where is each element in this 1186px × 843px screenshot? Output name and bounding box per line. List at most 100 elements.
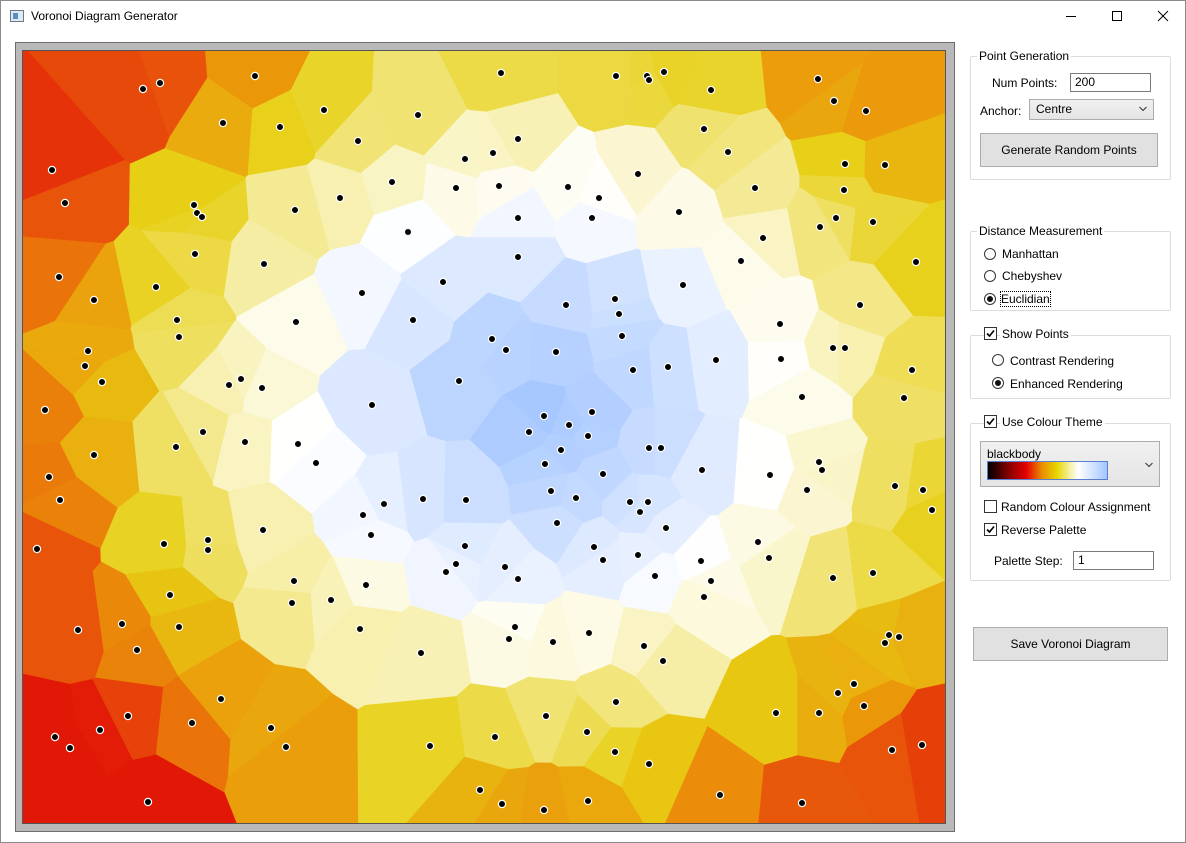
seed-point [797, 798, 807, 808]
seed-point [44, 472, 54, 482]
palette-step-label: Palette Step: [994, 554, 1063, 568]
seed-point [855, 300, 865, 310]
euclidian-radio[interactable] [984, 293, 996, 305]
save-voronoi-button[interactable]: Save Voronoi Diagram [973, 627, 1168, 661]
seed-point [814, 708, 824, 718]
seed-point [258, 525, 268, 535]
seed-point [887, 745, 897, 755]
anchor-select[interactable]: Centre [1029, 99, 1154, 120]
seed-point [367, 400, 377, 410]
seed-point [644, 759, 654, 769]
close-button[interactable] [1140, 1, 1186, 31]
title-bar[interactable]: Voronoi Diagram Generator [1, 1, 1185, 31]
palette-step-input[interactable]: 1 [1073, 551, 1154, 570]
seed-point [132, 645, 142, 655]
seed-point [617, 331, 627, 341]
seed-point [582, 727, 592, 737]
seed-point [697, 465, 707, 475]
seed-point [387, 177, 397, 187]
seed-point [441, 567, 451, 577]
seed-point [203, 535, 213, 545]
seed-point [736, 256, 746, 266]
contrast-rendering-radio[interactable] [992, 354, 1004, 366]
seed-point [868, 217, 878, 227]
window-title: Voronoi Diagram Generator [31, 9, 178, 23]
close-icon [1157, 10, 1169, 22]
random-colour-checkbox[interactable] [984, 500, 997, 513]
seed-point [494, 181, 504, 191]
minimize-button[interactable] [1048, 1, 1094, 31]
enhanced-rendering-radio[interactable] [992, 377, 1004, 389]
seed-point [594, 193, 604, 203]
seed-point [187, 718, 197, 728]
euclidian-label[interactable]: Euclidian [1000, 291, 1051, 307]
manhattan-radio[interactable] [984, 248, 996, 260]
seed-point [497, 799, 507, 809]
seed-point [639, 641, 649, 651]
seed-point [524, 427, 534, 437]
seed-point [551, 347, 561, 357]
contrast-rendering-label[interactable]: Contrast Rendering [1010, 354, 1115, 368]
seed-point [611, 71, 621, 81]
seed-point [413, 110, 423, 120]
seed-point [216, 694, 226, 704]
chevron-down-icon [1139, 106, 1147, 112]
enhanced-rendering-label[interactable]: Enhanced Rendering [1010, 377, 1123, 391]
distance-measurement-label: Distance Measurement [977, 224, 1105, 238]
seed-point [501, 345, 511, 355]
seed-point [117, 619, 127, 629]
voronoi-canvas[interactable] [22, 50, 946, 824]
seed-point [54, 272, 64, 282]
seed-point [583, 796, 593, 806]
seed-point [291, 317, 301, 327]
reverse-palette-label[interactable]: Reverse Palette [1001, 523, 1087, 537]
chebyshev-label[interactable]: Chebyshev [1002, 269, 1063, 283]
seed-point [513, 213, 523, 223]
use-colour-theme-label[interactable]: Use Colour Theme [1000, 415, 1105, 429]
seed-point [513, 252, 523, 262]
seed-point [589, 542, 599, 552]
palette-select[interactable]: blackbody [980, 441, 1160, 487]
seed-point [319, 105, 329, 115]
seed-point [899, 393, 909, 403]
seed-point [275, 122, 285, 132]
seed-point [366, 530, 376, 540]
use-colour-theme-checkbox[interactable] [984, 415, 997, 428]
seed-point [894, 632, 904, 642]
seed-point [361, 580, 371, 590]
seed-point [240, 437, 250, 447]
seed-point [548, 637, 558, 647]
manhattan-label[interactable]: Manhattan [1002, 247, 1059, 261]
seed-point [189, 200, 199, 210]
seed-point [155, 78, 165, 88]
seed-point [326, 595, 336, 605]
seed-point [311, 458, 321, 468]
seed-point [224, 380, 234, 390]
show-points-checkbox[interactable] [984, 327, 997, 340]
voronoi-cell [217, 319, 267, 402]
voronoi-cell [758, 755, 875, 823]
maximize-button[interactable] [1094, 1, 1140, 31]
seed-point [50, 732, 60, 742]
chebyshev-radio[interactable] [984, 270, 996, 282]
show-points-label[interactable]: Show Points [1000, 327, 1071, 341]
seed-point [814, 457, 824, 467]
seed-point [880, 638, 890, 648]
seed-point [287, 598, 297, 608]
reverse-palette-checkbox[interactable] [984, 523, 997, 536]
seed-point [290, 205, 300, 215]
random-colour-label[interactable]: Random Colour Assignment [1001, 500, 1151, 514]
anchor-label: Anchor: [980, 104, 1022, 118]
seed-point [379, 499, 389, 509]
seed-point [236, 374, 246, 384]
seed-point [259, 259, 269, 269]
generate-random-points-button[interactable]: Generate Random Points [980, 133, 1158, 167]
voronoi-cell [900, 683, 945, 823]
seed-point [335, 193, 345, 203]
seed-point [504, 634, 514, 644]
seed-point [165, 590, 175, 600]
seed-point [699, 124, 709, 134]
num-points-input[interactable]: 200 [1070, 73, 1151, 92]
seed-point [95, 725, 105, 735]
seed-point [197, 212, 207, 222]
